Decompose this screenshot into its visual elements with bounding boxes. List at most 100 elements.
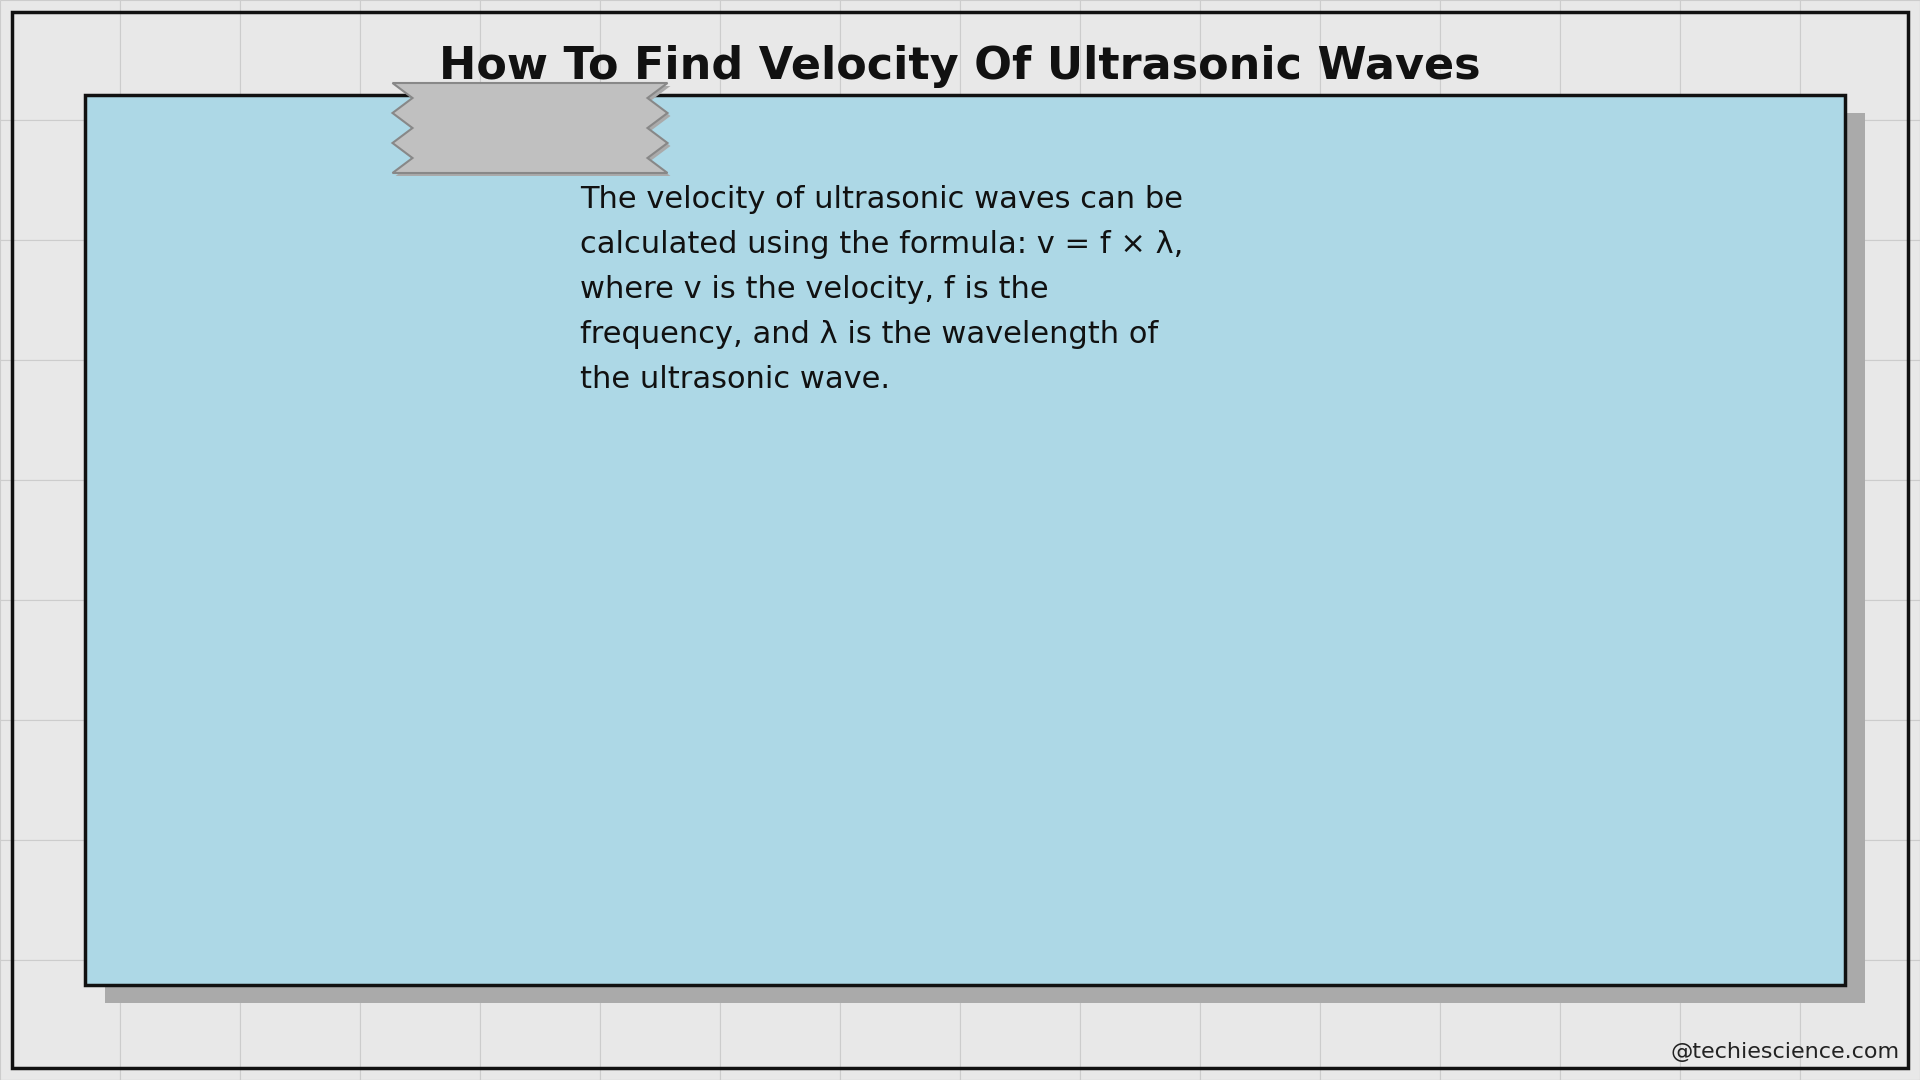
- Bar: [1559, 120, 1680, 240]
- Bar: [841, 120, 960, 240]
- Bar: [0, 720, 119, 840]
- Bar: [1680, 0, 1801, 120]
- Text: @techiescience.com: @techiescience.com: [1670, 1042, 1901, 1062]
- Bar: [720, 840, 841, 960]
- Bar: [240, 480, 361, 600]
- Bar: [1079, 600, 1200, 720]
- Bar: [960, 480, 1079, 600]
- Bar: [119, 0, 240, 120]
- Bar: [1440, 120, 1559, 240]
- Bar: [0, 840, 119, 960]
- Bar: [0, 0, 119, 120]
- Bar: [720, 480, 841, 600]
- Bar: [1680, 480, 1801, 600]
- Bar: [599, 960, 720, 1080]
- Bar: [119, 360, 240, 480]
- Bar: [1801, 840, 1920, 960]
- Bar: [1801, 120, 1920, 240]
- Bar: [1079, 720, 1200, 840]
- Bar: [119, 720, 240, 840]
- Bar: [1200, 960, 1321, 1080]
- Bar: [1559, 240, 1680, 360]
- Bar: [1321, 720, 1440, 840]
- Bar: [480, 960, 599, 1080]
- Bar: [361, 840, 480, 960]
- Bar: [1200, 360, 1321, 480]
- Bar: [361, 120, 480, 240]
- Bar: [361, 720, 480, 840]
- Bar: [1559, 960, 1680, 1080]
- Bar: [361, 600, 480, 720]
- Bar: [599, 0, 720, 120]
- Bar: [1680, 600, 1801, 720]
- Bar: [480, 0, 599, 120]
- Bar: [841, 360, 960, 480]
- Bar: [1559, 600, 1680, 720]
- Bar: [1079, 360, 1200, 480]
- Bar: [841, 480, 960, 600]
- Bar: [0, 960, 119, 1080]
- Bar: [720, 600, 841, 720]
- Bar: [240, 0, 361, 120]
- Bar: [0, 480, 119, 600]
- Bar: [240, 120, 361, 240]
- Bar: [240, 960, 361, 1080]
- Bar: [240, 720, 361, 840]
- Bar: [0, 240, 119, 360]
- Bar: [480, 240, 599, 360]
- Bar: [1200, 480, 1321, 600]
- Bar: [240, 840, 361, 960]
- Bar: [119, 600, 240, 720]
- Bar: [960, 360, 1079, 480]
- Bar: [960, 960, 1079, 1080]
- Bar: [841, 0, 960, 120]
- Bar: [0, 120, 119, 240]
- Bar: [480, 720, 599, 840]
- Bar: [1801, 960, 1920, 1080]
- Bar: [841, 840, 960, 960]
- Bar: [480, 360, 599, 480]
- Bar: [960, 600, 1079, 720]
- Bar: [1440, 360, 1559, 480]
- Bar: [1559, 360, 1680, 480]
- Bar: [1321, 360, 1440, 480]
- Bar: [1079, 480, 1200, 600]
- Bar: [1079, 840, 1200, 960]
- Bar: [960, 240, 1079, 360]
- Bar: [1321, 120, 1440, 240]
- Bar: [0, 360, 119, 480]
- Bar: [1680, 240, 1801, 360]
- Bar: [1440, 840, 1559, 960]
- Bar: [841, 240, 960, 360]
- Bar: [1559, 0, 1680, 120]
- Bar: [599, 840, 720, 960]
- Bar: [1321, 480, 1440, 600]
- Bar: [240, 360, 361, 480]
- Bar: [1801, 480, 1920, 600]
- Text: How To Find Velocity Of Ultrasonic Waves: How To Find Velocity Of Ultrasonic Waves: [440, 45, 1480, 87]
- Bar: [84, 95, 1845, 985]
- Bar: [106, 113, 1864, 1003]
- Bar: [841, 600, 960, 720]
- Bar: [720, 960, 841, 1080]
- Bar: [1321, 960, 1440, 1080]
- Bar: [720, 0, 841, 120]
- Bar: [119, 960, 240, 1080]
- Bar: [1801, 720, 1920, 840]
- Text: The velocity of ultrasonic waves can be
calculated using the formula: v = f × λ,: The velocity of ultrasonic waves can be …: [580, 185, 1183, 394]
- Bar: [1321, 600, 1440, 720]
- Bar: [1440, 240, 1559, 360]
- Bar: [599, 480, 720, 600]
- Bar: [480, 600, 599, 720]
- Bar: [361, 240, 480, 360]
- Bar: [960, 720, 1079, 840]
- Bar: [1321, 240, 1440, 360]
- Bar: [1079, 120, 1200, 240]
- Bar: [841, 960, 960, 1080]
- Polygon shape: [392, 83, 668, 173]
- Bar: [720, 120, 841, 240]
- Bar: [960, 0, 1079, 120]
- Bar: [1801, 360, 1920, 480]
- Bar: [240, 240, 361, 360]
- Bar: [240, 600, 361, 720]
